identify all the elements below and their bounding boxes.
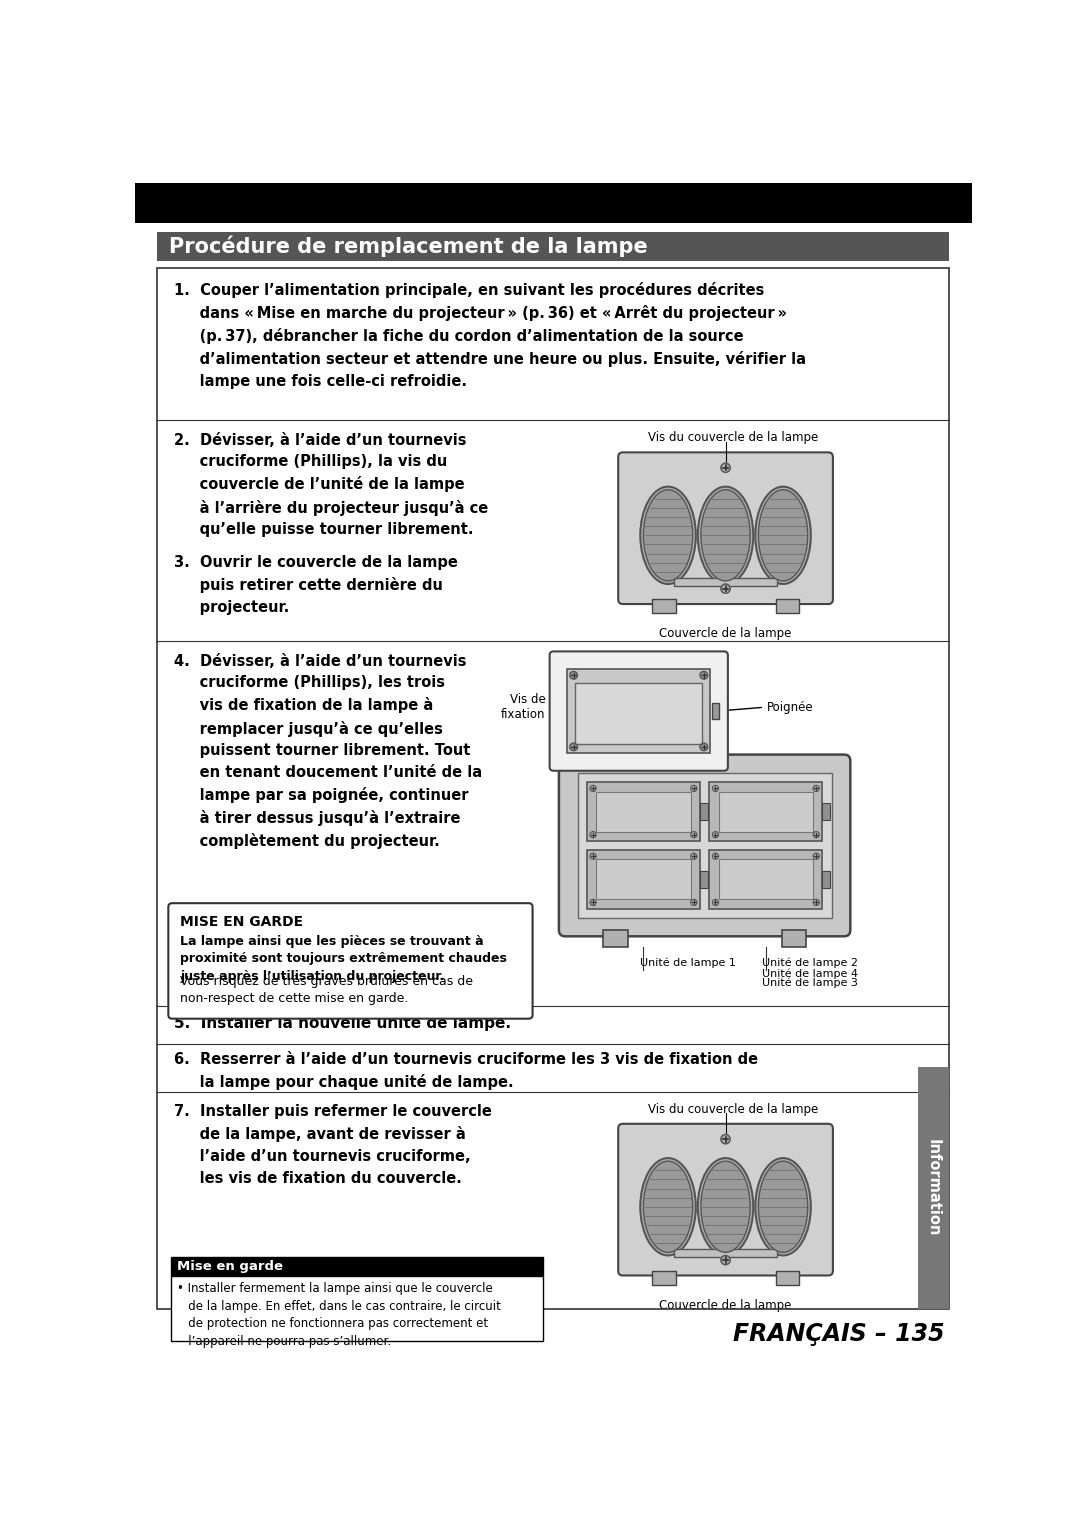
Bar xyxy=(775,600,799,614)
Circle shape xyxy=(570,672,578,680)
Bar xyxy=(603,930,627,947)
Bar xyxy=(782,930,807,947)
Text: Vous risquez de très graves brûlures en cas de
non-respect de cette mise en gard: Vous risquez de très graves brûlures en … xyxy=(180,974,473,1005)
FancyBboxPatch shape xyxy=(550,652,728,771)
Bar xyxy=(718,791,813,832)
Text: 1.  Couper l’alimentation principale, en suivant les procédures décrites
     da: 1. Couper l’alimentation principale, en … xyxy=(174,282,806,389)
Bar xyxy=(710,851,823,909)
Bar xyxy=(652,600,676,614)
Bar xyxy=(578,773,832,918)
Text: Unité de lampe 1: Unité de lampe 1 xyxy=(639,957,735,968)
Circle shape xyxy=(713,854,718,860)
FancyBboxPatch shape xyxy=(618,1124,833,1275)
Text: 4.  Dévisser, à l’aide d’un tournevis
     cruciforme (Phillips), les trois
    : 4. Dévisser, à l’aide d’un tournevis cru… xyxy=(174,654,482,849)
Text: Unité de lampe 2: Unité de lampe 2 xyxy=(762,957,858,968)
Bar xyxy=(918,1067,948,1309)
Bar xyxy=(157,267,948,1309)
FancyBboxPatch shape xyxy=(618,452,833,605)
Bar xyxy=(700,803,707,820)
Bar xyxy=(674,1249,777,1257)
Circle shape xyxy=(691,854,697,860)
Text: 5.  Installer la nouvelle unité de lampe.: 5. Installer la nouvelle unité de lampe. xyxy=(174,1015,511,1031)
Text: La lampe ainsi que les pièces se trouvant à
proximité sont toujours extrêmement : La lampe ainsi que les pièces se trouvan… xyxy=(180,935,507,983)
Text: MISE EN GARDE: MISE EN GARDE xyxy=(180,915,303,928)
Bar xyxy=(157,232,948,261)
Circle shape xyxy=(700,672,707,680)
FancyBboxPatch shape xyxy=(168,902,532,1019)
Text: Vis de
fixation: Vis de fixation xyxy=(501,693,545,721)
Text: Unité de lampe 3: Unité de lampe 3 xyxy=(762,977,858,988)
Circle shape xyxy=(813,832,820,838)
Ellipse shape xyxy=(698,1157,753,1255)
Circle shape xyxy=(721,463,730,472)
Ellipse shape xyxy=(698,487,753,583)
Circle shape xyxy=(590,854,596,860)
Circle shape xyxy=(721,583,730,594)
Bar xyxy=(823,870,831,887)
Circle shape xyxy=(691,899,697,906)
Text: Mise en garde: Mise en garde xyxy=(177,1260,283,1274)
Circle shape xyxy=(813,785,820,791)
FancyBboxPatch shape xyxy=(559,754,850,936)
Bar xyxy=(596,860,691,899)
Ellipse shape xyxy=(644,1161,692,1252)
Bar xyxy=(652,1270,676,1284)
Ellipse shape xyxy=(640,487,696,583)
Circle shape xyxy=(721,1135,730,1144)
Bar xyxy=(171,1277,542,1341)
Bar xyxy=(135,183,972,223)
Bar xyxy=(700,870,707,887)
Bar xyxy=(586,851,700,909)
Ellipse shape xyxy=(701,490,751,580)
Circle shape xyxy=(813,899,820,906)
Text: Vis du couvercle de la lampe: Vis du couvercle de la lampe xyxy=(648,431,819,444)
Text: 7.  Installer puis refermer le couvercle
     de la lampe, avant de revisser à
 : 7. Installer puis refermer le couvercle … xyxy=(174,1104,491,1185)
Ellipse shape xyxy=(701,1161,751,1252)
Text: Couvercle de la lampe: Couvercle de la lampe xyxy=(660,628,792,640)
Bar xyxy=(718,860,813,899)
Bar xyxy=(171,1257,542,1277)
Text: Vis du couvercle de la lampe: Vis du couvercle de la lampe xyxy=(648,1102,819,1116)
Circle shape xyxy=(813,854,820,860)
Text: 2.  Dévisser, à l’aide d’un tournevis
     cruciforme (Phillips), la vis du
    : 2. Dévisser, à l’aide d’un tournevis cru… xyxy=(174,432,488,538)
Ellipse shape xyxy=(755,1157,811,1255)
Circle shape xyxy=(570,744,578,751)
Ellipse shape xyxy=(640,1157,696,1255)
Circle shape xyxy=(691,785,697,791)
Text: Information: Information xyxy=(926,1139,941,1237)
Ellipse shape xyxy=(644,490,692,580)
Bar xyxy=(674,577,777,585)
Bar xyxy=(576,683,702,744)
Circle shape xyxy=(713,785,718,791)
Text: Poignée: Poignée xyxy=(767,701,813,713)
Bar xyxy=(775,1270,799,1284)
Text: Procédure de remplacement de la lampe: Procédure de remplacement de la lampe xyxy=(170,235,648,257)
Text: 3.  Ouvrir le couvercle de la lampe
     puis retirer cette dernière du
     pro: 3. Ouvrir le couvercle de la lampe puis … xyxy=(174,556,458,615)
Text: FRANÇAIS – 135: FRANÇAIS – 135 xyxy=(733,1322,945,1347)
Circle shape xyxy=(721,1255,730,1264)
Bar xyxy=(710,782,823,841)
Circle shape xyxy=(713,899,718,906)
Ellipse shape xyxy=(755,487,811,583)
Circle shape xyxy=(700,744,707,751)
Bar xyxy=(596,791,691,832)
Bar xyxy=(712,704,719,719)
Ellipse shape xyxy=(758,1161,808,1252)
Text: Couvercle de la lampe: Couvercle de la lampe xyxy=(660,1298,792,1312)
Bar xyxy=(567,669,710,753)
Text: Unité de lampe 4: Unité de lampe 4 xyxy=(762,968,858,979)
Circle shape xyxy=(590,899,596,906)
Circle shape xyxy=(590,832,596,838)
Bar xyxy=(586,782,700,841)
Text: • Installer fermement la lampe ainsi que le couvercle
   de la lampe. En effet, : • Installer fermement la lampe ainsi que… xyxy=(177,1283,501,1347)
Circle shape xyxy=(713,832,718,838)
Circle shape xyxy=(691,832,697,838)
Bar xyxy=(823,803,831,820)
Ellipse shape xyxy=(758,490,808,580)
Text: 6.  Resserrer à l’aide d’un tournevis cruciforme les 3 vis de fixation de
     l: 6. Resserrer à l’aide d’un tournevis cru… xyxy=(174,1052,758,1090)
Circle shape xyxy=(590,785,596,791)
